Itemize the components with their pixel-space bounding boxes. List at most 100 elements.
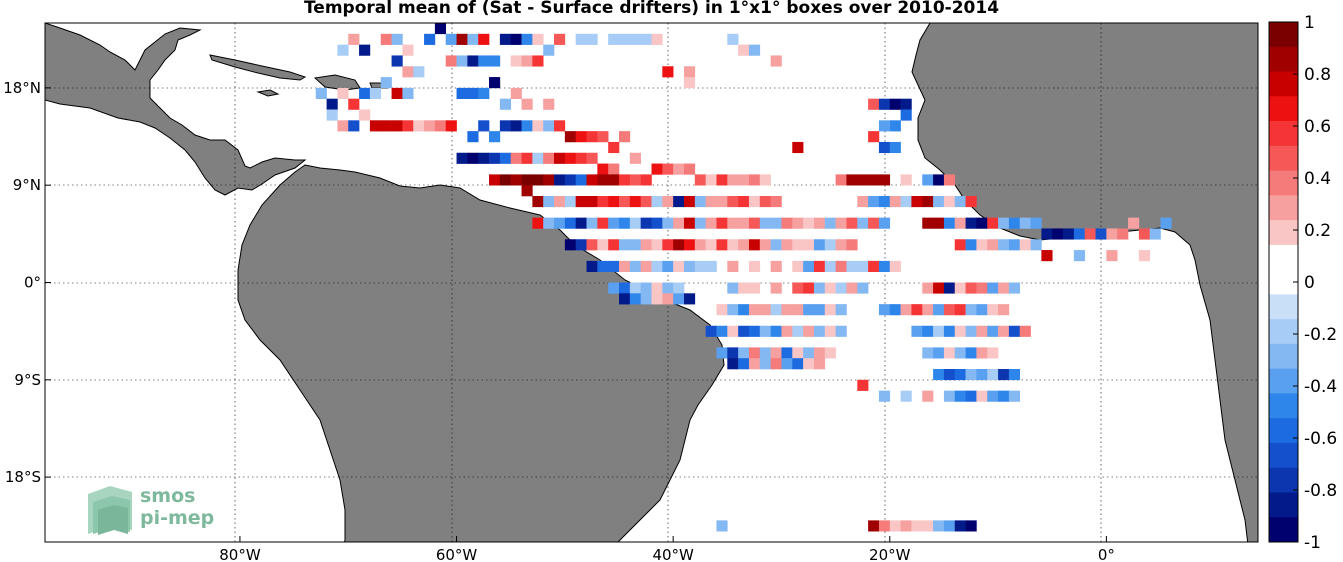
heatmap-cell [1041, 250, 1053, 262]
colorbar-segment [1269, 46, 1298, 72]
heatmap-cell [954, 347, 966, 359]
heatmap-cell [900, 98, 912, 110]
heatmap-cell [781, 358, 793, 370]
heatmap-cell [456, 87, 468, 99]
y-tick-label: 9°S [14, 371, 41, 389]
heatmap-cell [619, 217, 631, 229]
heatmap-cell [922, 520, 934, 532]
heatmap-cell [803, 347, 815, 359]
heatmap-cell [954, 390, 966, 402]
heatmap-cell [716, 217, 728, 229]
heatmap-cell [748, 358, 761, 370]
heatmap-cell [673, 260, 685, 272]
heatmap-cell [1019, 325, 1031, 337]
heatmap-cell [380, 77, 392, 89]
heatmap-cell [954, 196, 966, 208]
heatmap-cell [727, 347, 739, 359]
heatmap-cell [922, 282, 934, 294]
heatmap-cell [521, 152, 533, 164]
heatmap-cell [315, 87, 327, 99]
colorbar-segment [1269, 145, 1298, 171]
colorbar-tick-label: 1 [1304, 13, 1315, 33]
colorbar-segment [1269, 244, 1298, 271]
heatmap-cell [868, 131, 880, 143]
heatmap-cell [738, 304, 750, 316]
heatmap-cell [759, 358, 771, 370]
heatmap-cell [803, 358, 815, 370]
heatmap-cell [619, 239, 631, 251]
heatmap-cell [727, 33, 739, 45]
heatmap-cell [1008, 390, 1021, 402]
heatmap-cell [878, 120, 891, 132]
heatmap-cell [976, 239, 988, 251]
heatmap-cell [554, 174, 566, 186]
colorbar-segment [1269, 418, 1298, 444]
heatmap-cell [402, 120, 414, 132]
heatmap-cell [965, 217, 977, 229]
heatmap-cell [770, 358, 782, 370]
heatmap-cell [532, 152, 544, 164]
heatmap-cell [1138, 250, 1150, 262]
heatmap-cell [705, 260, 717, 272]
colorbar-tick-label: 0.6 [1304, 117, 1331, 137]
heatmap-cell [943, 196, 956, 208]
heatmap-cell [1063, 228, 1075, 240]
heatmap-cell [705, 239, 717, 251]
heatmap-cell [738, 347, 750, 359]
heatmap-cell [835, 239, 847, 251]
heatmap-cell [510, 33, 522, 45]
heatmap-cell [662, 196, 674, 208]
heatmap-cell [348, 33, 360, 45]
heatmap-cell [629, 282, 641, 294]
heatmap-cell [900, 196, 912, 208]
heatmap-cell [651, 282, 663, 294]
heatmap-cell [619, 33, 631, 45]
heatmap-cell [987, 369, 999, 381]
heatmap-cell [781, 325, 793, 337]
heatmap-cell [521, 55, 533, 67]
heatmap-cell [608, 163, 620, 175]
heatmap-cell [900, 304, 912, 316]
heatmap-cell [759, 347, 771, 359]
heatmap-cell [878, 141, 891, 154]
heatmap-cell [445, 120, 457, 132]
heatmap-cell [716, 520, 728, 532]
heatmap-cell [900, 520, 912, 532]
heatmap-cell [922, 304, 934, 316]
heatmap-cell [629, 260, 641, 272]
heatmap-cell [1128, 217, 1140, 229]
heatmap-cell [499, 174, 512, 186]
heatmap-cell [467, 87, 479, 99]
heatmap-cell [705, 174, 717, 186]
heatmap-cell [532, 217, 544, 229]
heatmap-cell [835, 217, 847, 229]
heatmap-cell [803, 304, 815, 316]
heatmap-cell [597, 217, 609, 229]
heatmap-cell [478, 33, 490, 45]
heatmap-cell [998, 325, 1010, 337]
heatmap-cell [1073, 250, 1086, 262]
heatmap-cell [564, 196, 576, 208]
heatmap-cell [813, 217, 826, 229]
heatmap-cell [933, 174, 945, 186]
heatmap-cell [1008, 282, 1021, 294]
heatmap-cell [933, 217, 945, 229]
heatmap-cell [738, 325, 750, 337]
heatmap-cell [792, 260, 804, 272]
heatmap-cell [683, 196, 696, 208]
heatmap-cell [727, 174, 739, 186]
heatmap-cell [629, 174, 641, 186]
heatmap-cell [868, 174, 880, 186]
heatmap-cell [922, 196, 934, 208]
heatmap-cell [943, 282, 956, 294]
y-tick-label: 9°N [13, 176, 41, 194]
heatmap-cell [868, 98, 880, 110]
heatmap-cell [651, 33, 663, 45]
heatmap-cell [694, 174, 706, 186]
heatmap-cell [868, 260, 880, 272]
heatmap-cell [813, 358, 826, 370]
heatmap-cell [608, 260, 620, 272]
heatmap-cell [900, 390, 912, 402]
heatmap-cell [543, 174, 555, 186]
heatmap-cell [748, 282, 761, 294]
